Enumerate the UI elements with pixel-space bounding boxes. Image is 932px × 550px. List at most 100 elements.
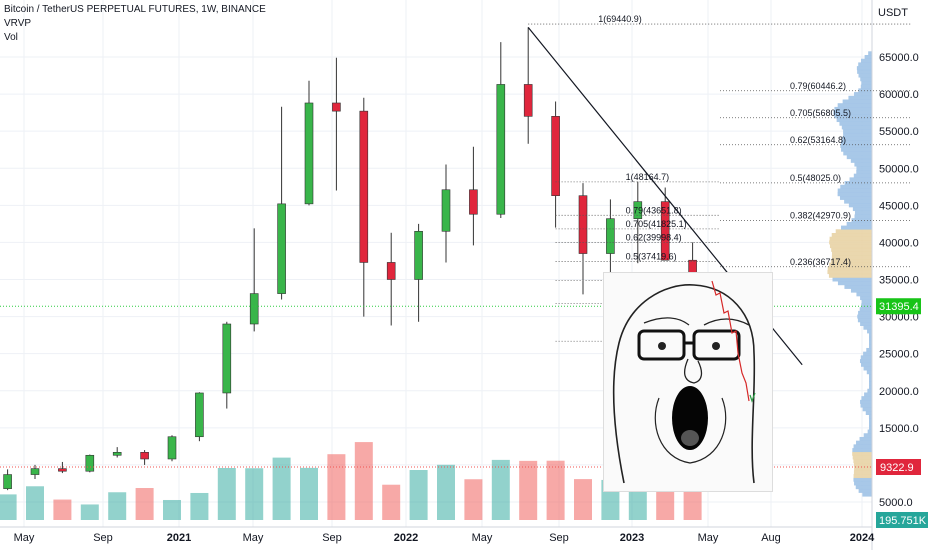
profile-bar (869, 373, 872, 378)
candle-body (222, 323, 232, 394)
fib-label: 0.236(36717.4) (790, 257, 851, 267)
meme-glasses-left (637, 329, 686, 361)
profile-bar (862, 492, 872, 497)
candle-body (249, 293, 259, 325)
profile-bar (832, 277, 872, 282)
profile-bar (827, 270, 872, 275)
volume-bar (217, 468, 236, 520)
volume-bar (382, 484, 401, 520)
fib-label: 1(69440.9) (598, 14, 642, 24)
volume-bar (80, 504, 99, 520)
profile-bar (861, 303, 872, 308)
profile-bar (841, 125, 872, 130)
x-tick-label: May (698, 532, 719, 544)
x-tick-label: Aug (761, 532, 781, 544)
profile-bar (835, 229, 872, 234)
profile-bar (856, 169, 872, 174)
profile-bar (859, 307, 872, 312)
candle-body (414, 230, 423, 280)
profile-bar (829, 240, 872, 245)
profile-bar (837, 103, 872, 108)
profile-bar (861, 80, 872, 85)
profile-bar (848, 95, 872, 100)
profile-bar (840, 144, 872, 148)
profile-bar (856, 166, 872, 171)
profile-bar (831, 247, 872, 252)
volume-bar (327, 454, 346, 520)
profile-bar (857, 69, 872, 74)
candle-body (332, 102, 341, 112)
profile-bar (853, 474, 872, 479)
profile-bar (830, 258, 872, 263)
indicator-vrvp[interactable]: VRVP (4, 18, 32, 29)
profile-bar (853, 459, 872, 464)
x-tick-label: Sep (322, 532, 342, 544)
profile-bar (831, 233, 872, 237)
profile-bar (854, 210, 872, 215)
profile-bar (856, 66, 872, 71)
profile-bar (829, 244, 872, 249)
candle-body (606, 218, 615, 254)
profile-bar (834, 106, 872, 111)
fib-label: 0.62(53164.8) (790, 135, 846, 145)
profile-bar (860, 296, 872, 301)
profile-bar (853, 477, 872, 482)
candle-body (386, 262, 396, 280)
profile-bar (869, 344, 872, 349)
y-tick-label: 35000.0 (879, 275, 919, 287)
volume-profile (827, 51, 872, 497)
volume-bar (245, 468, 264, 520)
profile-bar (861, 362, 872, 367)
last-price-badge: 31395.4 (876, 298, 921, 315)
volume-bar (135, 488, 154, 520)
volume-bar (163, 499, 181, 520)
x-tick-label: May (472, 532, 493, 544)
y-tick-label: 65000.0 (879, 52, 919, 64)
fib-label: 0.705(41825.1) (626, 219, 687, 229)
profile-bar (863, 325, 872, 330)
candle-body (112, 452, 122, 456)
profile-bar (857, 318, 872, 323)
profile-bar (848, 203, 872, 208)
candle-body (140, 452, 149, 460)
profile-bar (860, 355, 872, 360)
profile-bar (850, 288, 872, 293)
y-tick-label: 20000.0 (879, 386, 919, 398)
profile-bar (859, 359, 872, 364)
volume-bar (354, 442, 373, 520)
profile-bar (850, 158, 872, 163)
candlesticks (3, 27, 697, 491)
fib-label: 0.79(43651.8) (626, 205, 682, 215)
profile-bar (859, 436, 872, 441)
fib-label: 0.62(39998.4) (626, 232, 682, 242)
profile-bar (837, 192, 872, 197)
profile-bar (839, 121, 872, 126)
volume-bar (437, 464, 455, 520)
last-price-text: 31395.4 (879, 301, 919, 313)
candle-body (578, 195, 588, 254)
profile-bar (866, 370, 872, 375)
profile-bar (869, 336, 872, 341)
profile-bar (829, 262, 872, 267)
profile-bar (831, 251, 872, 256)
profile-bar (864, 392, 872, 397)
profile-bar (852, 448, 872, 453)
fib-label: 0.382(42970.9) (790, 210, 851, 220)
profile-bar (858, 88, 872, 93)
volume-bar (26, 486, 44, 520)
profile-bar (836, 118, 872, 123)
candle-body (441, 189, 451, 232)
profile-bar (869, 422, 872, 427)
x-tick-label: Sep (93, 532, 113, 544)
volume-bar (53, 499, 72, 520)
fib-label: 1(48164.7) (626, 172, 670, 182)
meme-glasses-right (692, 329, 741, 361)
profile-bar (854, 214, 872, 219)
candle-body (3, 474, 12, 489)
profile-bar (852, 451, 872, 456)
meme-brow (643, 317, 750, 326)
profile-bar (862, 407, 872, 412)
indicator-volume[interactable]: Vol (4, 32, 18, 43)
volume-bar (108, 492, 127, 520)
